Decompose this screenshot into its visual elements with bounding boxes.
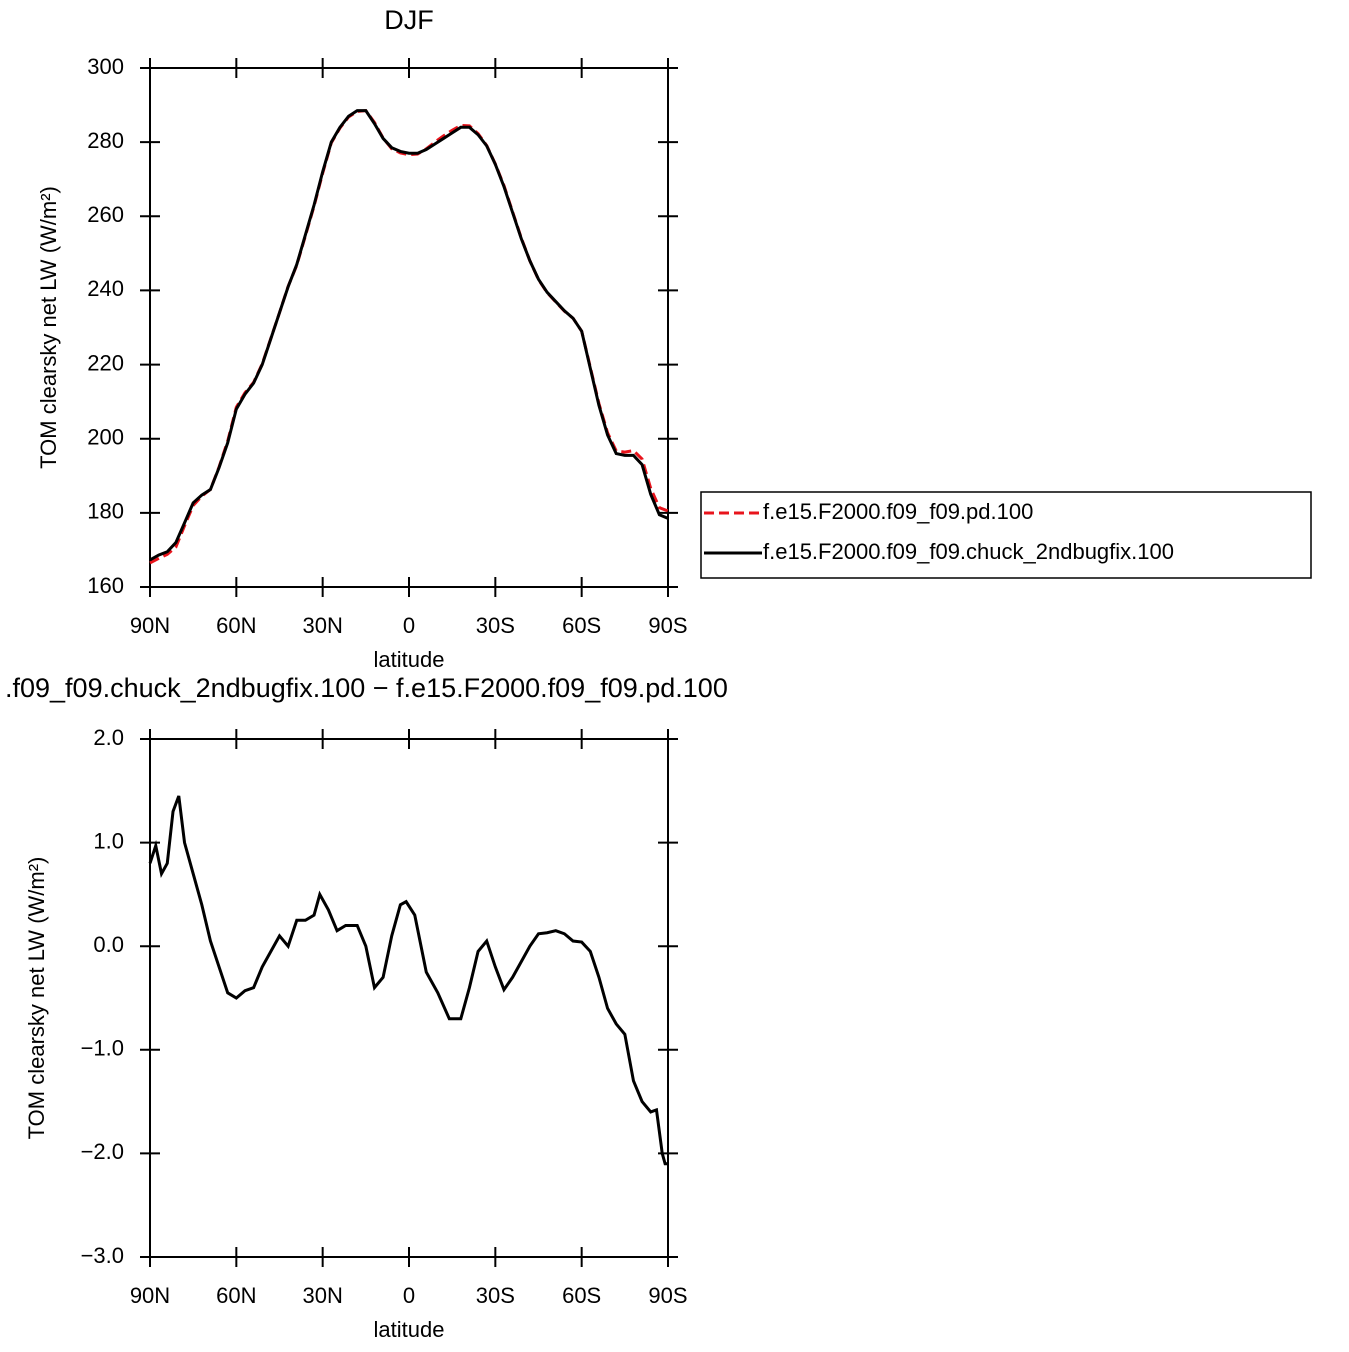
y-tick-label: −1.0 (81, 1036, 124, 1061)
y-axis-label: TOM clearsky net LW (W/m²) (36, 186, 61, 469)
y-tick-label: 180 (87, 499, 124, 524)
plot-frame (149, 738, 669, 1258)
y-tick-label: −2.0 (81, 1139, 124, 1164)
y-tick-label: 2.0 (93, 725, 124, 750)
x-tick-label: 90N (130, 1283, 170, 1308)
x-tick-label: 30N (302, 1283, 342, 1308)
y-tick-label: −3.0 (81, 1243, 124, 1268)
line-series (149, 109, 669, 562)
chart-title: .f09_f09.chuck_2ndbugfix.100 − f.e15.F20… (5, 673, 728, 703)
y-tick-label: 260 (87, 202, 124, 227)
y-tick-label: 200 (87, 425, 124, 450)
chart-title: DJF (384, 5, 434, 35)
x-tick-label: 60S (562, 1283, 601, 1308)
x-tick-label: 90S (648, 1283, 687, 1308)
x-tick-label: 0 (403, 1283, 415, 1308)
line-series (148, 795, 668, 1166)
x-tick-label: 60N (216, 613, 256, 638)
x-tick-label: 90S (648, 613, 687, 638)
y-tick-label: 300 (87, 54, 124, 79)
y-tick-label: 1.0 (93, 828, 124, 853)
legend-label: f.e15.F2000.f09_f09.pd.100 (763, 499, 1033, 524)
x-tick-label: 60N (216, 1283, 256, 1308)
y-tick-label: 0.0 (93, 932, 124, 957)
x-tick-label: 90N (130, 613, 170, 638)
line-series (149, 109, 669, 565)
x-tick-label: 60S (562, 613, 601, 638)
x-axis-label: latitude (374, 647, 445, 672)
y-axis-label: TOM clearsky net LW (W/m²) (24, 857, 49, 1140)
x-tick-label: 30N (302, 613, 342, 638)
y-tick-label: 160 (87, 573, 124, 598)
y-tick-label: 220 (87, 350, 124, 375)
plot-frame (149, 67, 669, 588)
x-tick-label: 0 (403, 613, 415, 638)
y-tick-label: 240 (87, 276, 124, 301)
legend-label: f.e15.F2000.f09_f09.chuck_2ndbugfix.100 (763, 539, 1174, 564)
x-tick-label: 30S (476, 1283, 515, 1308)
y-tick-label: 280 (87, 128, 124, 153)
x-axis-label: latitude (374, 1317, 445, 1342)
legend-box (700, 491, 1312, 579)
x-tick-label: 30S (476, 613, 515, 638)
